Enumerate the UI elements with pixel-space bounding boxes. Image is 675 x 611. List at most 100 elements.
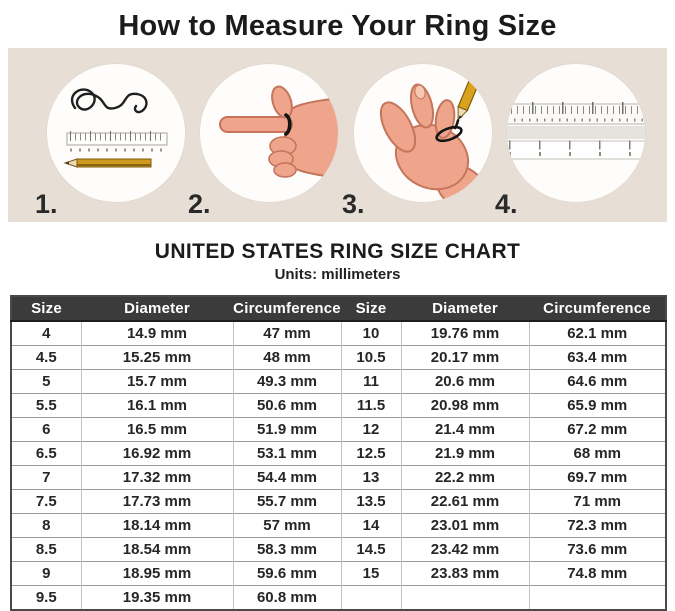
table-cell <box>340 585 401 610</box>
table-cell: 20.6 mm <box>400 369 529 394</box>
table-cell: 9.5 <box>11 585 81 610</box>
table-cell: 20.17 mm <box>400 345 529 370</box>
table-cell <box>400 585 529 610</box>
table-row: 6 16.5 mm 51.9 mm 12 21.4 mm 67.2 mm <box>11 417 666 442</box>
step-4-number: 4. <box>495 189 518 219</box>
table-cell: 5.5 <box>11 393 81 418</box>
table-cell: 57 mm <box>232 513 341 538</box>
table-cell: 15 <box>340 561 401 586</box>
step-4-circle <box>507 64 645 202</box>
step-1-circle <box>47 64 185 202</box>
table-cell: 16.92 mm <box>80 441 233 466</box>
table-cell: 4 <box>11 320 81 346</box>
table-cell: 74.8 mm <box>528 561 666 586</box>
table-cell: 23.42 mm <box>400 537 529 562</box>
table-cell: 18.95 mm <box>80 561 233 586</box>
table-row: 8.5 18.54 mm 58.3 mm 14.5 23.42 mm 73.6 mm <box>11 537 666 562</box>
table-cell: 16.5 mm <box>80 417 233 442</box>
string-ruler-pencil-icon <box>63 88 168 168</box>
step-3: 3. <box>342 48 498 222</box>
table-cell: 63.4 mm <box>528 345 666 370</box>
table-cell: 14.9 mm <box>80 320 233 346</box>
table-cell: 13.5 <box>340 489 401 514</box>
table-cell: 11.5 <box>340 393 401 418</box>
table-cell: 20.98 mm <box>400 393 529 418</box>
table-row: 8 18.14 mm 57 mm 14 23.01 mm 72.3 mm <box>11 513 666 538</box>
step-3-circle <box>354 64 492 202</box>
column-header-size-1: Size <box>11 296 81 322</box>
table-cell: 13 <box>340 465 401 490</box>
table-cell: 17.73 mm <box>80 489 233 514</box>
table-header: Size Diameter Circumference Size Diameter Cir… <box>11 296 666 322</box>
table-cell <box>528 585 666 610</box>
table-row: 7.5 17.73 mm 55.7 mm 13.5 22.61 mm 71 mm <box>11 489 666 514</box>
table-cell: 22.2 mm <box>400 465 529 490</box>
step-2-number: 2. <box>188 189 211 219</box>
table-cell: 47 mm <box>232 320 341 346</box>
table-cell: 49.3 mm <box>232 369 341 394</box>
column-header-circumference-2: Circumference <box>529 296 666 322</box>
table-cell: 14.5 <box>340 537 401 562</box>
table-cell: 15.25 mm <box>80 345 233 370</box>
table-cell: 50.6 mm <box>232 393 341 418</box>
column-header-diameter-2: Diameter <box>401 296 529 322</box>
ring-size-table: Size Diameter Circumference Size Diameter Cir… <box>10 295 667 611</box>
table-cell: 22.61 mm <box>400 489 529 514</box>
table-row: 4 14.9 mm 47 mm 10 19.76 mm 62.1 mm <box>11 320 666 346</box>
table-cell: 48 mm <box>232 345 341 370</box>
table-cell: 15.7 mm <box>80 369 233 394</box>
table-cell: 17.32 mm <box>80 465 233 490</box>
table-row: 4.5 15.25 mm 48 mm 10.5 20.17 mm 63.4 mm <box>11 345 666 370</box>
table-cell: 12 <box>340 417 401 442</box>
table-cell: 10.5 <box>340 345 401 370</box>
table-cell: 12.5 <box>340 441 401 466</box>
table-header-row: Size Diameter Circumference Size Diameter Cir… <box>11 296 666 322</box>
step-1: 1. <box>35 48 191 222</box>
table-cell: 65.9 mm <box>528 393 666 418</box>
table-cell: 68 mm <box>528 441 666 466</box>
table-cell: 9 <box>11 561 81 586</box>
table-body: 4 14.9 mm 47 mm 10 19.76 mm 62.1 mm 4.5 15.25 m… <box>11 320 666 610</box>
table-cell: 71 mm <box>528 489 666 514</box>
chart-heading: UNITED STATES RING SIZE CHART <box>154 240 521 263</box>
table-cell: 14 <box>340 513 401 538</box>
ruler-closeup-icon <box>507 102 645 160</box>
table-cell: 23.01 mm <box>400 513 529 538</box>
table-cell: 67.2 mm <box>528 417 666 442</box>
table-row: 5.5 16.1 mm 50.6 mm 11.5 20.98 mm 65.9 mm <box>11 393 666 418</box>
table-cell: 6.5 <box>11 441 81 466</box>
table-cell: 19.35 mm <box>80 585 233 610</box>
steps-band: 1. 2. <box>8 48 667 222</box>
table-cell: 21.9 mm <box>400 441 529 466</box>
step-1-number: 1. <box>35 189 58 219</box>
column-header-diameter-1: Diameter <box>81 296 233 322</box>
table-cell: 8 <box>11 513 81 538</box>
table-cell: 18.14 mm <box>80 513 233 538</box>
step-2: 2. <box>188 48 344 222</box>
string-around-finger-pencil-icon <box>379 64 489 202</box>
table-cell: 5 <box>11 369 81 394</box>
table-cell: 53.1 mm <box>232 441 341 466</box>
table-cell: 59.6 mm <box>232 561 341 586</box>
table-cell: 19.76 mm <box>400 320 529 346</box>
table-cell: 10 <box>340 320 401 346</box>
table-cell: 4.5 <box>11 345 81 370</box>
table-cell: 11 <box>340 369 401 394</box>
table-cell: 16.1 mm <box>80 393 233 418</box>
step-2-circle <box>200 64 338 202</box>
step-3-number: 3. <box>342 189 365 219</box>
hand-pointing-with-ring-icon <box>219 85 338 179</box>
table-cell: 23.83 mm <box>400 561 529 586</box>
table-row: 6.5 16.92 mm 53.1 mm 12.5 21.9 mm 68 mm <box>11 441 666 466</box>
table-cell: 60.8 mm <box>232 585 341 610</box>
column-header-circumference-1: Circumference <box>233 296 341 322</box>
table-cell: 21.4 mm <box>400 417 529 442</box>
page-title: How to Measure Your Ring Size <box>118 10 557 42</box>
table-cell: 6 <box>11 417 81 442</box>
table-row: 9 18.95 mm 59.6 mm 15 23.83 mm 74.8 mm <box>11 561 666 586</box>
table-cell: 7 <box>11 465 81 490</box>
table-cell: 18.54 mm <box>80 537 233 562</box>
table-cell: 58.3 mm <box>232 537 341 562</box>
table-cell: 51.9 mm <box>232 417 341 442</box>
